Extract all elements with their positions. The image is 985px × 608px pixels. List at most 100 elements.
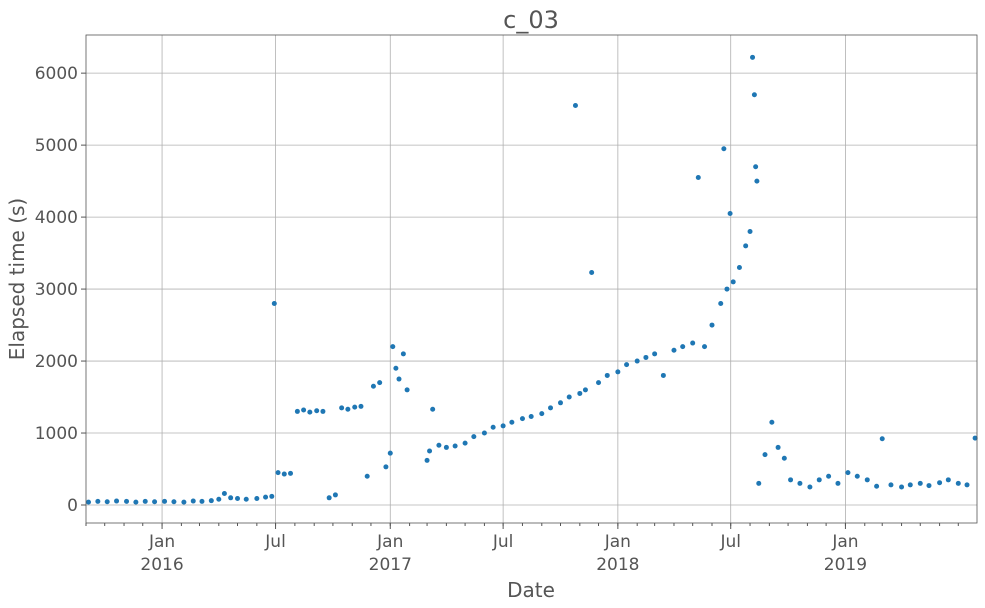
data-point: [181, 499, 187, 505]
data-point: [301, 407, 307, 413]
data-point: [577, 390, 583, 396]
data-point: [888, 482, 894, 488]
data-point: [727, 211, 733, 217]
data-point: [750, 54, 756, 60]
data-point: [436, 442, 442, 448]
y-tick-label: 4000: [35, 208, 78, 228]
data-point: [680, 344, 686, 350]
data-point: [377, 380, 383, 386]
data-point: [775, 444, 781, 450]
data-point: [500, 423, 506, 429]
data-point: [339, 405, 345, 411]
y-tick-label: 2000: [35, 352, 78, 372]
data-point: [762, 452, 768, 458]
data-point: [424, 457, 430, 463]
data-point: [879, 436, 885, 442]
data-point: [254, 496, 260, 502]
data-point: [221, 490, 227, 496]
data-point: [807, 484, 813, 490]
data-point: [964, 482, 970, 488]
data-point: [228, 495, 234, 501]
data-point: [899, 484, 905, 490]
data-point: [358, 403, 364, 409]
chart-title: c_03: [503, 6, 559, 34]
data-point: [271, 300, 277, 306]
plot-frame: [85, 34, 978, 524]
data-point: [945, 477, 951, 483]
data-point: [269, 493, 275, 499]
data-point: [326, 495, 332, 501]
data-point: [854, 473, 860, 479]
data-point: [557, 400, 563, 406]
data-point: [864, 477, 870, 483]
data-point: [747, 228, 753, 234]
data-point: [721, 146, 727, 152]
axis-ticks: 0 1000 2000 3000 4000 5000 6000 Jan 2016 Jul Jan 20…: [35, 64, 959, 575]
y-tick-label: 0: [67, 496, 78, 516]
data-point: [243, 496, 249, 502]
x-tick-year-label: 2019: [824, 555, 867, 575]
data-point: [769, 419, 775, 425]
x-tick-label: Jul: [492, 532, 514, 552]
data-point: [509, 419, 515, 425]
data-point: [114, 498, 120, 504]
data-point: [724, 286, 730, 292]
data-point: [307, 409, 313, 415]
data-point: [539, 411, 545, 417]
data-point: [190, 498, 196, 504]
data-point: [788, 477, 794, 483]
data-point: [845, 470, 851, 476]
data-point: [604, 372, 610, 378]
data-point: [404, 387, 410, 393]
data-point: [208, 498, 214, 504]
x-tick-label: Jan: [148, 532, 175, 552]
data-point: [152, 499, 158, 505]
data-point: [937, 480, 943, 486]
data-point: [263, 494, 269, 500]
data-point: [736, 264, 742, 270]
data-point: [314, 408, 320, 414]
x-tick-year-label: 2017: [369, 555, 412, 575]
data-point: [481, 430, 487, 436]
data-point: [797, 480, 803, 486]
data-point: [955, 480, 961, 486]
data-point: [364, 473, 370, 479]
data-point: [320, 408, 326, 414]
data-point: [926, 483, 932, 489]
data-point: [294, 408, 300, 414]
x-tick-label: Jan: [831, 532, 858, 552]
data-point: [572, 103, 578, 109]
data-point: [235, 496, 241, 502]
data-point: [781, 455, 787, 461]
data-point: [907, 482, 913, 488]
x-axis-label: Date: [507, 578, 555, 602]
data-point: [104, 499, 110, 505]
data-point: [345, 406, 351, 412]
data-point: [393, 365, 399, 371]
data-point: [383, 464, 389, 470]
data-point: [835, 480, 841, 486]
y-tick-label: 6000: [35, 64, 78, 84]
data-point: [756, 480, 762, 486]
data-point: [917, 480, 923, 486]
data-point: [95, 498, 101, 504]
data-point: [352, 404, 358, 410]
data-point: [400, 351, 406, 357]
data-point: [751, 92, 757, 98]
data-point: [171, 499, 177, 505]
data-point: [490, 424, 496, 430]
x-tick-year-label: 2018: [596, 555, 639, 575]
data-point: [390, 344, 396, 350]
data-point: [430, 406, 436, 412]
y-tick-label: 5000: [35, 136, 78, 156]
data-point: [695, 175, 701, 181]
data-point: [548, 405, 554, 411]
data-point: [753, 164, 759, 170]
data-points: [85, 54, 978, 505]
data-point: [652, 351, 658, 357]
data-point: [702, 344, 708, 350]
data-point: [133, 499, 139, 505]
data-point: [634, 358, 640, 364]
data-point: [387, 450, 393, 456]
x-tick-label: Jul: [264, 532, 286, 552]
